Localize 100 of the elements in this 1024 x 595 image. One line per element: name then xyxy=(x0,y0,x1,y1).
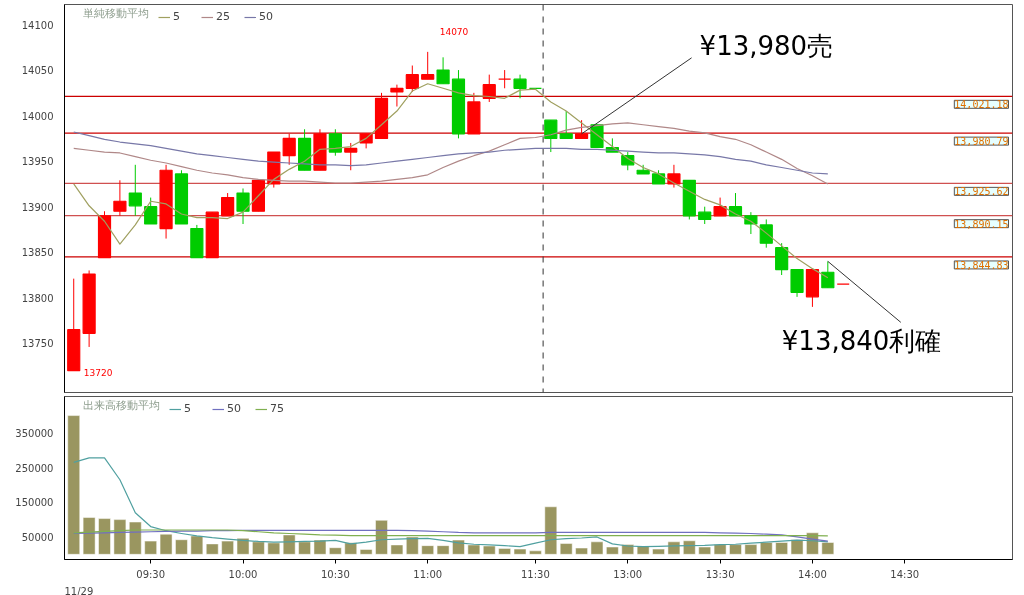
candlestick xyxy=(113,179,127,217)
bar xyxy=(98,518,111,555)
bar xyxy=(467,544,481,555)
y-tick-label: 250000 xyxy=(15,462,54,474)
x-tick-label: 13:00 xyxy=(613,568,643,580)
candlestick xyxy=(144,197,158,225)
bar xyxy=(744,544,758,555)
bar xyxy=(252,541,265,555)
bar xyxy=(175,539,188,555)
bar xyxy=(575,547,588,555)
bar xyxy=(375,520,388,555)
annotation: ¥13,980売 xyxy=(699,30,834,61)
bar xyxy=(359,549,373,555)
x-tick-label: 09:30 xyxy=(136,568,166,580)
bar xyxy=(329,547,342,555)
y-tick-label: 150000 xyxy=(15,497,54,509)
ref-line-label: 13,844.83 xyxy=(954,259,1009,271)
text: 11/29 xyxy=(64,585,94,595)
legend-label: 25 xyxy=(216,10,231,23)
ref-line-label: 13,890.15 xyxy=(954,218,1009,230)
bar xyxy=(559,543,573,555)
candlestick xyxy=(498,69,512,89)
candlestick xyxy=(421,51,435,80)
bar xyxy=(606,546,619,555)
y-tick-label: 14000 xyxy=(21,110,54,122)
y-tick-label: 13950 xyxy=(21,156,54,168)
bar xyxy=(513,548,527,555)
x-tick-label: 14:00 xyxy=(798,568,827,580)
y-tick-label: 13850 xyxy=(21,247,54,259)
y-tick-label: 50000 xyxy=(21,531,54,543)
bar xyxy=(775,542,788,555)
y-tick-label: 13800 xyxy=(21,292,54,304)
bar xyxy=(298,541,311,555)
candlestick xyxy=(544,119,558,153)
x-tick-label: 10:00 xyxy=(228,568,258,580)
legend-label: 50 xyxy=(259,10,274,23)
candlestick xyxy=(344,142,358,171)
bar xyxy=(821,542,835,555)
legend-label: 5 xyxy=(184,402,192,415)
bar xyxy=(713,544,727,555)
candlestick xyxy=(821,260,835,289)
candlestick xyxy=(759,218,773,249)
legend-title: 単純移動平均 xyxy=(82,6,149,20)
candlestick xyxy=(574,119,589,139)
ref-line-label: 13,925.62 xyxy=(954,186,1009,198)
ref-line-label: 13,980.79 xyxy=(954,136,1009,148)
bar xyxy=(282,534,296,555)
bar xyxy=(344,542,357,555)
candlestick xyxy=(436,56,450,85)
y-tick-label: 13900 xyxy=(21,201,54,213)
y-tick-label: 14100 xyxy=(21,19,54,31)
bar xyxy=(436,545,450,555)
bar xyxy=(267,542,281,555)
bar xyxy=(698,546,711,555)
bar xyxy=(67,415,80,555)
bar xyxy=(529,550,542,555)
bar xyxy=(452,539,465,555)
legend-label: 75 xyxy=(270,402,285,415)
bar xyxy=(144,540,157,555)
legend-label: 5 xyxy=(173,10,181,23)
annotation: 13720 xyxy=(83,368,113,379)
candlestick xyxy=(790,268,804,298)
bar xyxy=(113,519,127,555)
annotation: ¥13,840利確 xyxy=(781,326,942,357)
line-series xyxy=(73,529,829,542)
candlestick xyxy=(221,192,235,217)
bar xyxy=(159,533,173,555)
bar xyxy=(544,506,558,555)
bar xyxy=(205,543,219,555)
candlestick xyxy=(236,187,250,225)
bar xyxy=(483,545,496,555)
bar xyxy=(498,548,511,555)
ref-line-label: 14,021.18 xyxy=(954,99,1009,111)
bar xyxy=(190,535,204,555)
bar xyxy=(729,544,742,555)
annotation: 14070 xyxy=(439,27,469,38)
candlestick xyxy=(128,164,142,217)
bar xyxy=(590,541,604,555)
bar xyxy=(221,540,234,555)
bar xyxy=(236,538,250,555)
x-tick-label: 14:30 xyxy=(890,568,920,580)
candlestick xyxy=(482,74,496,103)
y-tick-label: 14050 xyxy=(21,65,54,77)
candlestick xyxy=(667,164,681,189)
candlestick xyxy=(282,133,296,166)
candlestick xyxy=(390,84,404,108)
legend-label: 50 xyxy=(227,402,242,415)
bar xyxy=(790,539,804,555)
candlestick xyxy=(328,128,342,157)
x-tick-label: 10:30 xyxy=(320,568,350,580)
candlestick xyxy=(559,110,573,139)
bar xyxy=(82,517,96,555)
x-tick-label: 13:30 xyxy=(705,568,735,580)
x-tick-label: 11:30 xyxy=(521,568,550,580)
bar xyxy=(390,544,404,555)
bar xyxy=(683,540,696,555)
candlestick xyxy=(513,74,527,99)
candlestick xyxy=(775,242,789,276)
candlestick xyxy=(405,65,419,93)
bar xyxy=(421,545,434,555)
